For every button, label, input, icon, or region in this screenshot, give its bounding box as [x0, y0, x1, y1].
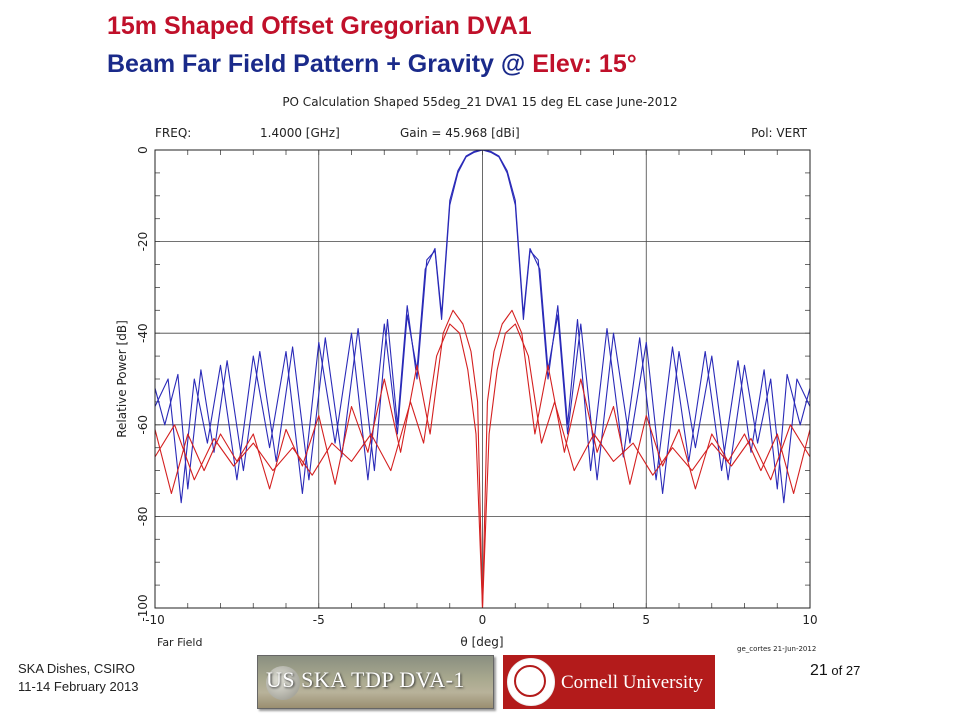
- page-number: 21 of 27: [810, 662, 860, 680]
- page-current: 21: [810, 662, 828, 679]
- tick-labels: -10 -5 0 5 10 0 -20 -40 -60 -80 -100: [136, 146, 818, 627]
- info-pol: Pol: VERT: [751, 126, 808, 140]
- y-tick-label: -20: [136, 232, 150, 252]
- us-ska-tdp-logo: US SKA TDP DVA-1: [257, 655, 494, 709]
- y-axis-label: Relative Power [dB]: [115, 320, 129, 438]
- footer-event: SKA Dishes, CSIRO: [18, 661, 136, 676]
- info-freq-label: FREQ:: [155, 126, 191, 140]
- dish-image: [266, 666, 300, 700]
- y-tick-label: -60: [136, 415, 150, 435]
- chart-title: PO Calculation Shaped 55deg_21 DVA1 15 d…: [282, 95, 677, 109]
- x-tick-label: 5: [642, 613, 650, 627]
- y-tick-label: 0: [136, 146, 150, 154]
- far-field-pattern-chart: PO Calculation Shaped 55deg_21 DVA1 15 d…: [115, 95, 818, 653]
- subtitle-part1: Beam Far Field Pattern + Gravity @: [107, 50, 533, 78]
- plot-frame: [154, 149, 811, 609]
- x-axis-label: θ [deg]: [460, 635, 503, 649]
- cornell-logo: Cornell University: [503, 655, 715, 709]
- page-total: of 27: [827, 663, 861, 678]
- credit-label: ge_cortes 21-Jun-2012: [737, 645, 816, 653]
- slide-subtitle: Beam Far Field Pattern + Gravity @ Elev:…: [107, 50, 637, 79]
- y-tick-label: -80: [136, 507, 150, 527]
- far-field-label: Far Field: [157, 636, 202, 649]
- footer-date: 11-14 February 2013: [18, 679, 139, 694]
- slide-title: 15m Shaped Offset Gregorian DVA1: [107, 12, 532, 40]
- x-tick-label: 0: [479, 613, 487, 627]
- x-tick-label: 10: [802, 613, 817, 627]
- y-tick-label: -100: [136, 594, 150, 621]
- info-gain: Gain = 45.968 [dBi]: [400, 126, 520, 140]
- info-freq-value: 1.4000 [GHz]: [260, 126, 340, 140]
- subtitle-part2: Elev: 15°: [532, 50, 637, 78]
- us-ska-logo-text: US SKA TDP DVA-1: [266, 667, 465, 692]
- cornell-logo-text: Cornell University: [561, 672, 703, 693]
- footer-info: SKA Dishes, CSIRO 11-14 February 2013: [18, 660, 138, 696]
- grid: [154, 149, 811, 609]
- x-tick-label: -5: [313, 613, 325, 627]
- x-tick-label: -10: [145, 613, 165, 627]
- cornell-seal-icon: [507, 658, 555, 706]
- y-tick-label: -40: [136, 323, 150, 343]
